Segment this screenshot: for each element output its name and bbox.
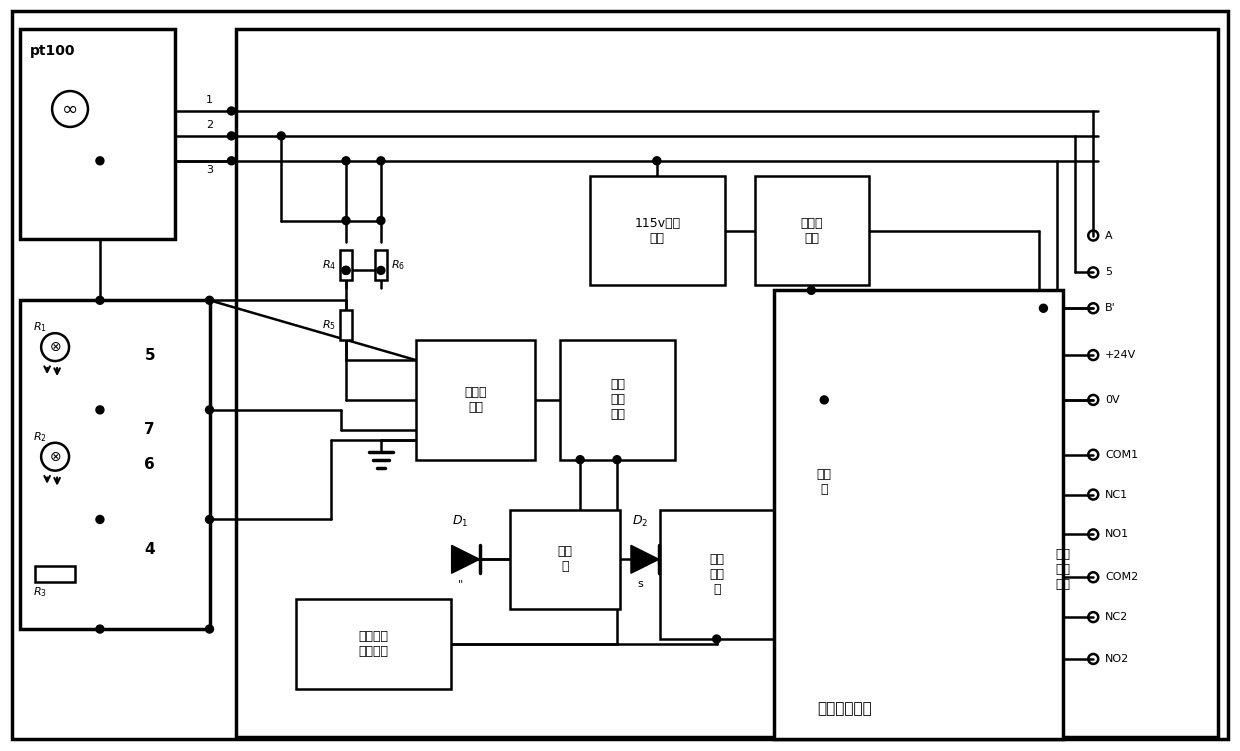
Circle shape (227, 132, 236, 140)
Circle shape (95, 297, 104, 304)
Text: 5: 5 (1105, 267, 1112, 277)
Circle shape (95, 406, 104, 414)
Text: 继电
器: 继电 器 (817, 468, 832, 496)
Text: 传感器失
效报警器: 传感器失 效报警器 (358, 630, 388, 658)
Bar (35, 566, 76, 582)
Text: 反向
器: 反向 器 (558, 545, 573, 573)
Text: 0V: 0V (1105, 395, 1120, 405)
Bar (237, 29, 1218, 737)
Circle shape (613, 456, 621, 463)
Text: B': B' (1105, 303, 1116, 313)
Circle shape (227, 157, 236, 164)
Text: $R_3$: $R_3$ (33, 585, 47, 599)
Text: ⊗: ⊗ (50, 340, 61, 354)
Text: 3: 3 (206, 164, 213, 175)
Bar (919, 430, 1048, 709)
Text: $R_6$: $R_6$ (391, 258, 405, 273)
Text: 电源保
护器: 电源保 护器 (801, 216, 823, 245)
Circle shape (1039, 304, 1048, 312)
Text: 2: 2 (206, 120, 213, 130)
Text: 6: 6 (144, 457, 155, 472)
Circle shape (206, 406, 213, 414)
Text: 单刀
双掷
开关: 单刀 双掷 开关 (1055, 547, 1071, 591)
Text: ⊗: ⊗ (50, 450, 61, 463)
Text: 1: 1 (206, 95, 213, 105)
Circle shape (377, 267, 384, 274)
Text: 4: 4 (144, 542, 155, 556)
Text: 数字
放大
器: 数字 放大 器 (709, 553, 724, 596)
Bar (560, 340, 675, 460)
Circle shape (342, 216, 350, 225)
Text: $R_5$: $R_5$ (322, 318, 336, 332)
Text: $D_2$: $D_2$ (632, 514, 649, 529)
Circle shape (577, 456, 584, 463)
Bar (20, 29, 175, 239)
Bar (660, 509, 775, 639)
Text: NC2: NC2 (1105, 612, 1128, 622)
Polygon shape (451, 545, 480, 573)
Text: 模数
转换
模块: 模数 转换 模块 (610, 379, 625, 421)
Text: pt100: pt100 (30, 44, 76, 59)
Circle shape (713, 635, 720, 643)
Bar (340, 310, 352, 340)
Bar (296, 599, 450, 689)
Bar (511, 509, 620, 609)
Circle shape (206, 297, 213, 304)
Text: 115v电源
模块: 115v电源 模块 (635, 216, 681, 245)
Bar (754, 176, 869, 285)
Text: 7: 7 (144, 422, 155, 437)
Text: s: s (637, 579, 642, 590)
Text: 5: 5 (144, 348, 155, 363)
Circle shape (342, 267, 350, 274)
Circle shape (820, 396, 828, 404)
Text: NO1: NO1 (1105, 529, 1130, 539)
Text: $R_4$: $R_4$ (321, 258, 336, 273)
Circle shape (95, 157, 104, 164)
Text: +24V: +24V (1105, 350, 1136, 360)
Bar (790, 430, 859, 535)
Circle shape (95, 515, 104, 523)
Circle shape (807, 286, 815, 294)
Text: NC1: NC1 (1105, 490, 1128, 499)
Bar (590, 176, 724, 285)
Circle shape (653, 157, 661, 164)
Bar (415, 340, 536, 460)
Circle shape (278, 132, 285, 140)
Polygon shape (631, 545, 658, 573)
Text: ": " (458, 579, 464, 590)
Text: $D_1$: $D_1$ (453, 514, 469, 529)
Text: COM2: COM2 (1105, 572, 1138, 582)
Text: $R_1$: $R_1$ (33, 320, 47, 334)
Text: A: A (1105, 231, 1112, 240)
Text: 外部控制电路: 外部控制电路 (817, 701, 872, 716)
Circle shape (206, 625, 213, 633)
Text: NO2: NO2 (1105, 654, 1130, 664)
Circle shape (377, 157, 384, 164)
Circle shape (227, 107, 236, 115)
Text: $R_2$: $R_2$ (33, 430, 47, 444)
Circle shape (95, 625, 104, 633)
Bar (20, 300, 210, 629)
Text: 差分放
大器: 差分放 大器 (464, 386, 487, 414)
Bar (775, 291, 1064, 739)
Bar (340, 251, 352, 280)
Circle shape (342, 267, 350, 274)
Bar (374, 251, 387, 280)
Circle shape (342, 157, 350, 164)
Circle shape (206, 515, 213, 523)
Text: ∞: ∞ (62, 99, 78, 119)
Text: COM1: COM1 (1105, 450, 1138, 460)
Circle shape (377, 216, 384, 225)
